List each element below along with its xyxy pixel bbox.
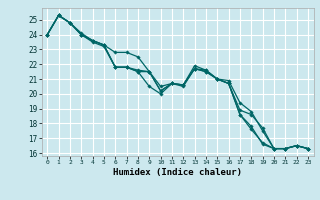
X-axis label: Humidex (Indice chaleur): Humidex (Indice chaleur) [113,168,242,177]
